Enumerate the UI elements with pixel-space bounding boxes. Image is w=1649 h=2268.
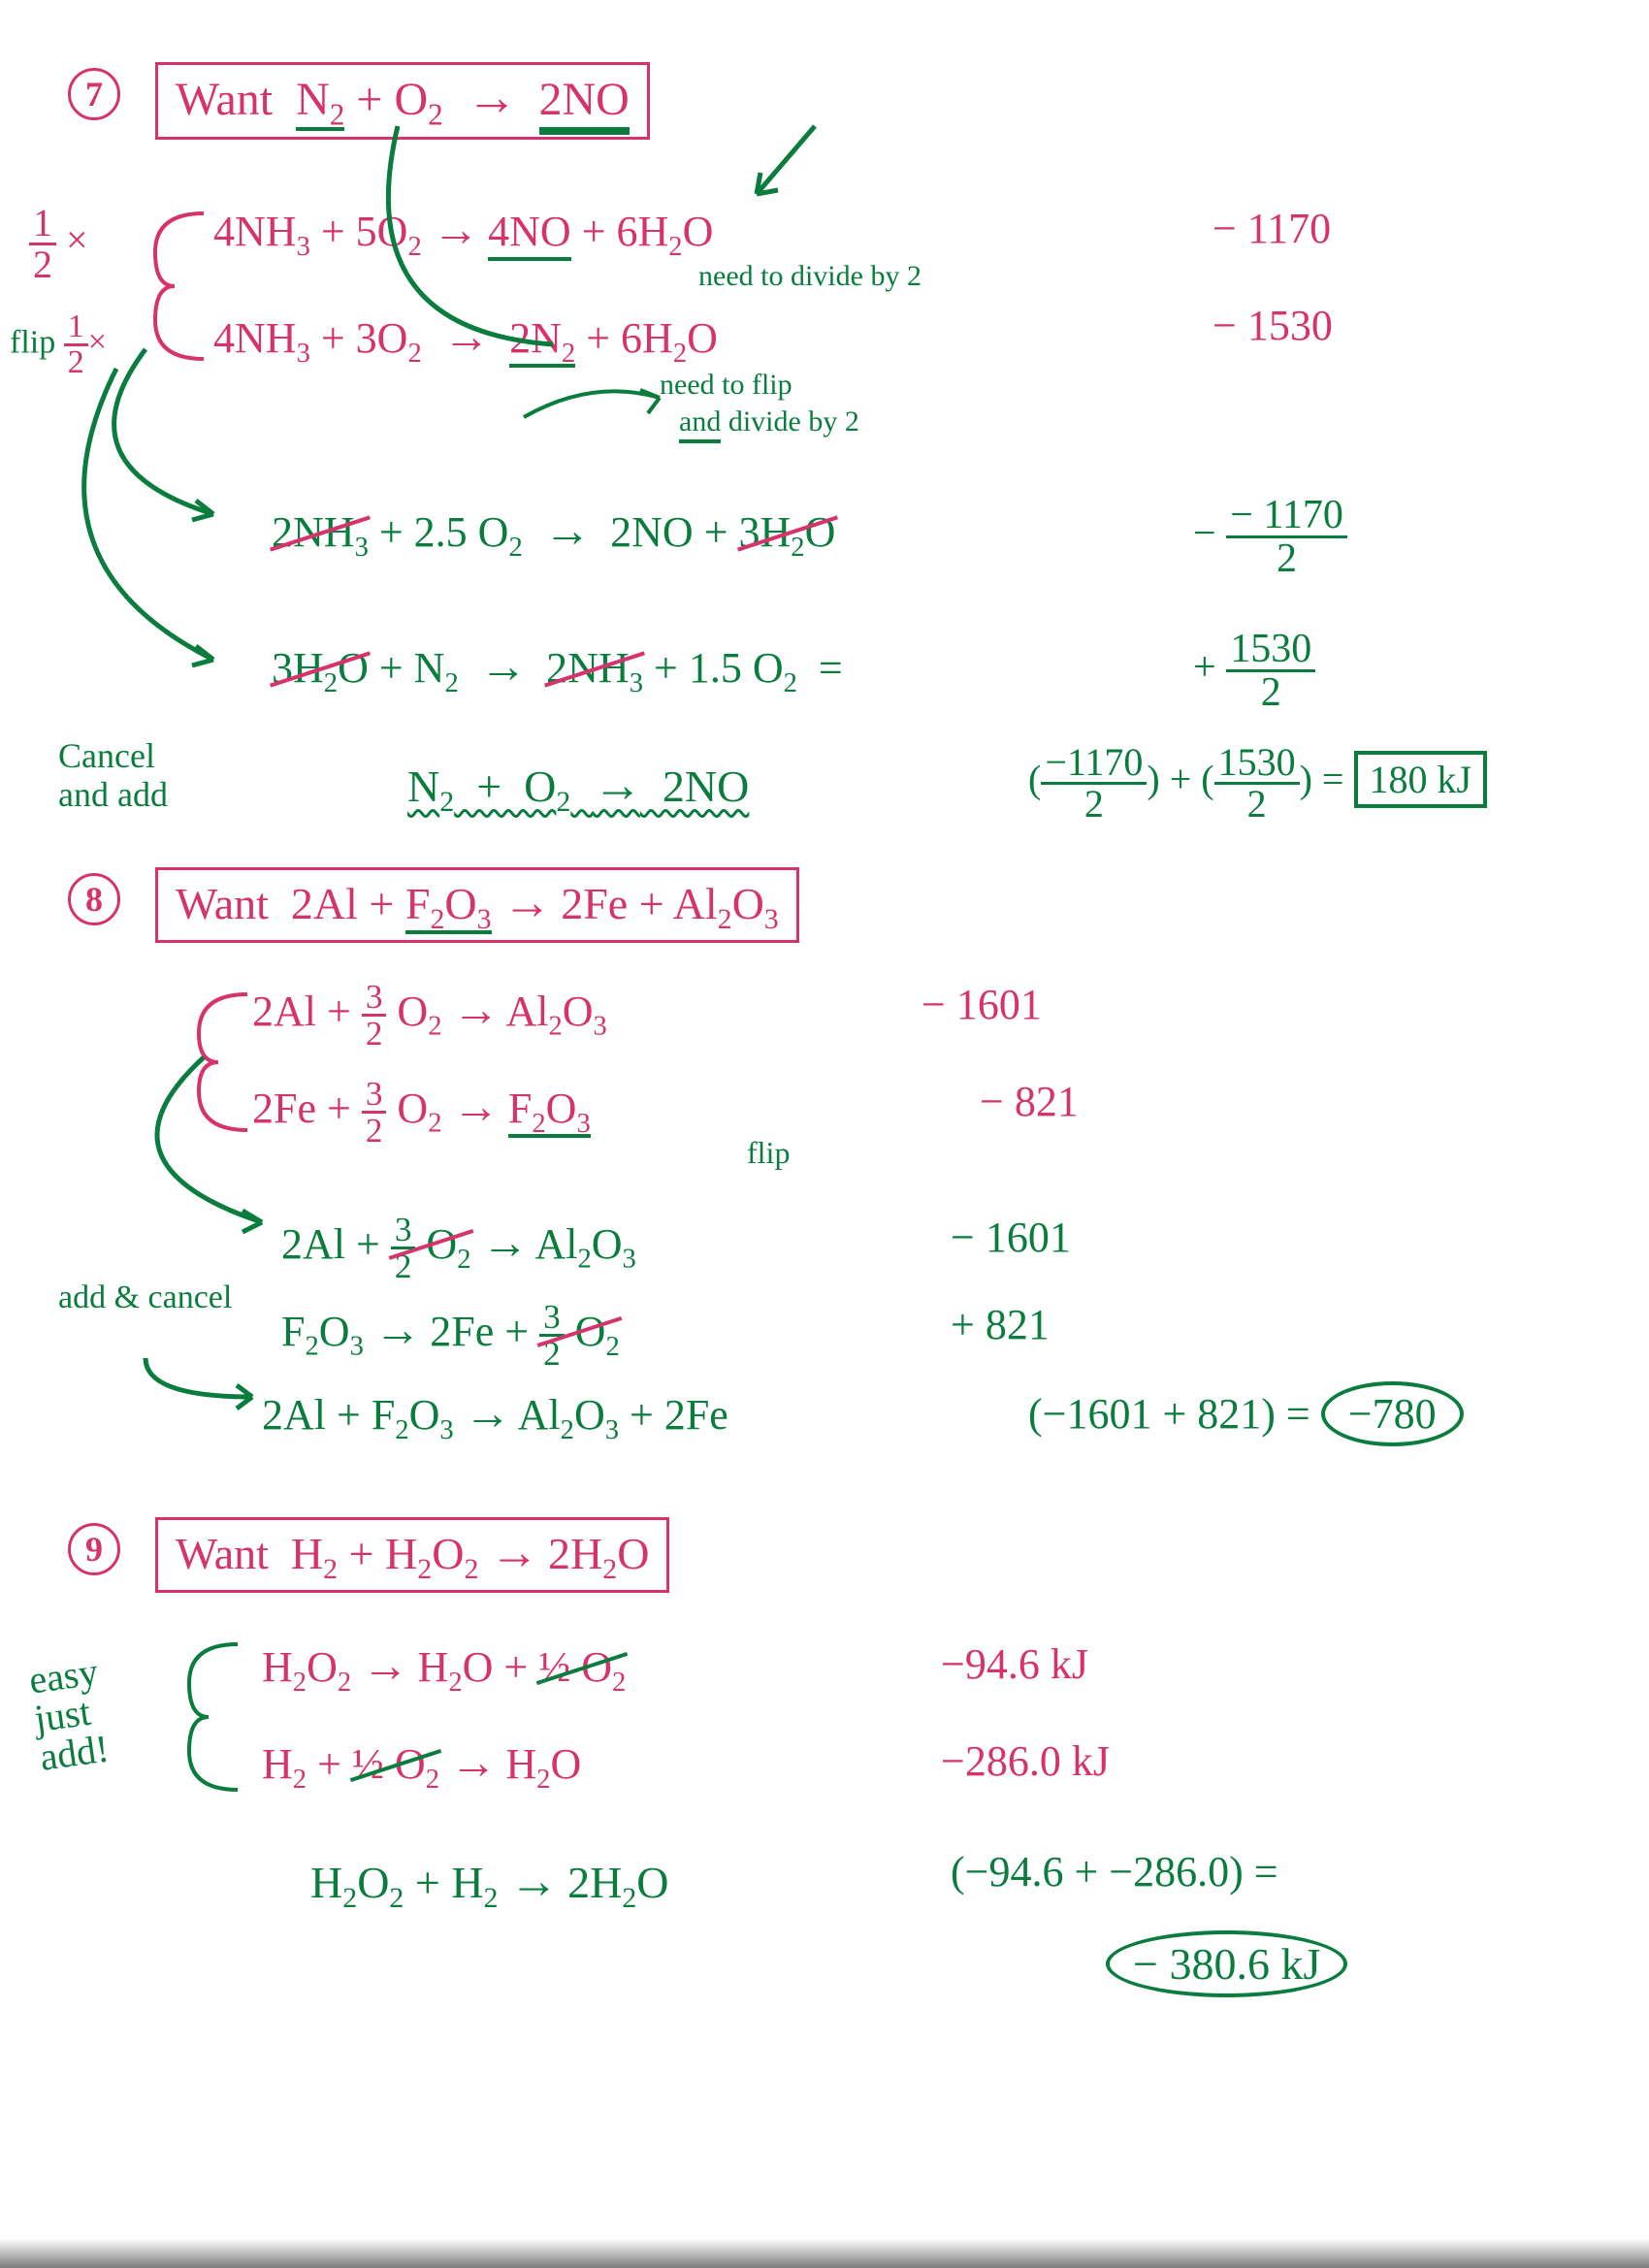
- q7-given2-note2: and divide by 2: [679, 405, 859, 438]
- q7-cancel-add: Cancel and add: [58, 737, 213, 814]
- q7-brace-icon: [146, 204, 223, 369]
- q7-given1-dH: − 1170: [1212, 204, 1331, 253]
- q9-final: H2O2 + H2 → 2H2O: [310, 1853, 669, 1915]
- q7-step2-dH: + 15302: [1193, 629, 1315, 713]
- q8-add-cancel: add & cancel: [58, 1280, 233, 1315]
- q7-final-calc: (−11702) + (15302) = 180 kJ: [1028, 743, 1487, 824]
- q8-step2-dH: + 821: [951, 1300, 1050, 1349]
- q7-arrow2-icon: [58, 369, 272, 718]
- q7-given2-note1: need to flip: [660, 369, 792, 402]
- q9-want-box: Want H2 + H2O2 → 2H2O: [155, 1517, 669, 1593]
- q9-final-calc: (−94.6 + −286.0) =: [951, 1847, 1278, 1896]
- q7-given2-dH: − 1530: [1212, 301, 1333, 350]
- q8-hook-icon: [136, 1358, 272, 1416]
- q8-given2: 2Fe + 32 O2 → F2O3: [252, 1077, 591, 1148]
- q7-fliphalf: flip 12×: [10, 310, 107, 379]
- q9-number: 9: [68, 1523, 120, 1575]
- q9-final-ans: − 380.6 kJ: [1106, 1930, 1347, 1997]
- q7-given1: 4NH3 + 5O2 → 4NO + 6H2O: [213, 204, 713, 263]
- q7-flip-arrow-icon: [524, 388, 679, 427]
- q7-given1-note: need to divide by 2: [698, 260, 922, 293]
- q8-step2: F2O3 → 2Fe + 32 O2: [281, 1300, 620, 1371]
- q7-arrow1-icon: [78, 349, 272, 601]
- q7-step1: 2NH3 + 2.5 O2 → 2NO + 3H2O: [272, 504, 835, 564]
- q8-given1-dH: − 1601: [922, 980, 1042, 1029]
- q8-given2-dH: − 821: [980, 1077, 1079, 1126]
- q9-easy: easyjustadd!: [27, 1637, 216, 1777]
- q9-given2-dH: −286.0 kJ: [941, 1736, 1110, 1786]
- q8-final: 2Al + F2O3 → Al2O3 + 2Fe: [262, 1387, 728, 1446]
- q7-half: 12 ×: [29, 204, 88, 284]
- q7-given2: 4NH3 + 3O2 → 2N2 + 6H2O: [213, 310, 718, 370]
- page-edge-shadow: [0, 2239, 1649, 2268]
- q7-want-box: Want N2 + O2 → 2NO: [155, 62, 650, 140]
- q8-number: 8: [68, 873, 120, 925]
- q9-given1-dH: −94.6 kJ: [941, 1639, 1088, 1689]
- q9-given2: H2 + ½ O2 → H2O: [262, 1736, 581, 1796]
- q7-step1-dH: − − 11702: [1193, 495, 1347, 579]
- q7-2no-arrow-icon: [737, 126, 854, 223]
- q7-step2: 3H2O + N2 → 2NH3 + 1.5 O2 =: [272, 640, 843, 699]
- q8-given1: 2Al + 32 O2 → Al2O3: [252, 980, 607, 1051]
- q9-given1: H2O2 → H2O + ½ O2: [262, 1639, 626, 1699]
- q8-want-box: Want 2Al + F2O3 → 2Fe + Al2O3: [155, 867, 799, 943]
- q8-final-calc: (−1601 + 821) = −780: [1028, 1381, 1464, 1446]
- q7-number: 7: [68, 68, 120, 120]
- q7-final: N2 + O2 → 2NO: [407, 757, 749, 819]
- q8-flip-note: flip: [747, 1135, 790, 1171]
- q8-step1-dH: − 1601: [951, 1213, 1071, 1262]
- q8-step1: 2Al + 32 O2 → Al2O3: [281, 1213, 636, 1283]
